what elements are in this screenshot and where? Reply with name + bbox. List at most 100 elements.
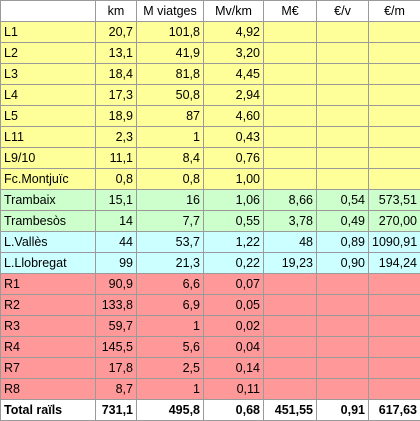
km-cell[interactable]: 8,7 [96,379,137,400]
m-euro-cell[interactable]: 8,66 [264,190,317,211]
m-viatges-cell[interactable]: 87 [137,106,204,127]
km-cell[interactable]: 11,1 [96,148,137,169]
label-cell[interactable]: R2 [1,295,96,316]
m-viatges-cell[interactable]: 101,8 [137,22,204,43]
m-euro-cell[interactable] [264,106,317,127]
mv-km-cell[interactable]: 0,05 [204,295,264,316]
euro-per-m-cell[interactable]: 270,00 [369,211,420,232]
m-euro-cell[interactable] [264,358,317,379]
label-cell[interactable]: Trambesòs [1,211,96,232]
mv-km-cell[interactable]: 0,14 [204,358,264,379]
m-euro-cell[interactable] [264,337,317,358]
label-cell[interactable]: L4 [1,85,96,106]
euro-per-v-cell[interactable] [317,316,369,337]
euro-per-v-cell[interactable] [317,64,369,85]
m-viatges-cell[interactable]: 8,4 [137,148,204,169]
mv-km-cell[interactable]: 0,22 [204,253,264,274]
euro-per-v-cell[interactable] [317,43,369,64]
label-cell[interactable]: L3 [1,64,96,85]
label-cell[interactable]: R3 [1,316,96,337]
euro-per-v-cell[interactable]: 0,89 [317,232,369,253]
m-viatges-cell[interactable]: 50,8 [137,85,204,106]
euro-per-v-cell[interactable] [317,106,369,127]
euro-per-m-cell[interactable] [369,148,420,169]
km-cell[interactable]: 90,9 [96,274,137,295]
header-cell-km[interactable]: km [96,1,137,22]
m-viatges-cell[interactable]: 16 [137,190,204,211]
euro-per-m-cell[interactable] [369,43,420,64]
label-cell[interactable]: L9/10 [1,148,96,169]
label-cell[interactable]: R4 [1,337,96,358]
m-viatges-cell[interactable]: 41,9 [137,43,204,64]
km-cell[interactable]: 18,4 [96,64,137,85]
label-cell[interactable]: L.Llobregat [1,253,96,274]
mv-km-cell[interactable]: 4,92 [204,22,264,43]
label-cell[interactable]: Fc.Montjuïc [1,169,96,190]
euro-per-m-cell[interactable] [369,169,420,190]
euro-per-v-cell[interactable] [317,22,369,43]
km-cell[interactable]: 17,8 [96,358,137,379]
m-viatges-cell[interactable]: 6,9 [137,295,204,316]
km-cell[interactable]: 133,8 [96,295,137,316]
m-euro-cell[interactable] [264,295,317,316]
euro-per-m-cell[interactable] [369,127,420,148]
euro-per-v-cell[interactable] [317,148,369,169]
total-label-cell[interactable]: Total raïls [1,400,96,421]
m-viatges-cell[interactable]: 6,6 [137,274,204,295]
km-cell[interactable]: 59,7 [96,316,137,337]
euro-per-m-cell[interactable] [369,316,420,337]
label-cell[interactable]: R7 [1,358,96,379]
km-cell[interactable]: 2,3 [96,127,137,148]
m-viatges-cell[interactable]: 1 [137,316,204,337]
mv-km-cell[interactable]: 0,04 [204,337,264,358]
label-cell[interactable]: L2 [1,43,96,64]
euro-per-m-cell[interactable]: 573,51 [369,190,420,211]
mv-km-cell[interactable]: 1,22 [204,232,264,253]
km-cell[interactable]: 14 [96,211,137,232]
total-mv-km-cell[interactable]: 0,68 [204,400,264,421]
mv-km-cell[interactable]: 2,94 [204,85,264,106]
km-cell[interactable]: 145,5 [96,337,137,358]
m-euro-cell[interactable] [264,43,317,64]
m-euro-cell[interactable]: 19,23 [264,253,317,274]
m-euro-cell[interactable] [264,22,317,43]
km-cell[interactable]: 0,8 [96,169,137,190]
label-cell[interactable]: L5 [1,106,96,127]
header-cell-m-euro[interactable]: M€ [264,1,317,22]
label-cell[interactable]: L.Vallès [1,232,96,253]
total-euro-per-v-cell[interactable]: 0,91 [317,400,369,421]
euro-per-v-cell[interactable] [317,337,369,358]
mv-km-cell[interactable]: 0,11 [204,379,264,400]
mv-km-cell[interactable]: 0,02 [204,316,264,337]
km-cell[interactable]: 44 [96,232,137,253]
label-cell[interactable]: L1 [1,22,96,43]
mv-km-cell[interactable]: 3,20 [204,43,264,64]
euro-per-m-cell[interactable] [369,64,420,85]
label-cell[interactable]: Trambaix [1,190,96,211]
mv-km-cell[interactable]: 0,43 [204,127,264,148]
euro-per-v-cell[interactable] [317,169,369,190]
euro-per-m-cell[interactable]: 1090,91 [369,232,420,253]
euro-per-m-cell[interactable] [369,85,420,106]
km-cell[interactable]: 15,1 [96,190,137,211]
header-cell-m-viatges[interactable]: M viatges [137,1,204,22]
m-euro-cell[interactable]: 3,78 [264,211,317,232]
mv-km-cell[interactable]: 4,45 [204,64,264,85]
euro-per-v-cell[interactable] [317,379,369,400]
euro-per-v-cell[interactable] [317,127,369,148]
header-cell-euro-per-m[interactable]: €/m [369,1,420,22]
euro-per-m-cell[interactable] [369,358,420,379]
km-cell[interactable]: 99 [96,253,137,274]
mv-km-cell[interactable]: 0,55 [204,211,264,232]
euro-per-m-cell[interactable] [369,274,420,295]
euro-per-m-cell[interactable] [369,295,420,316]
km-cell[interactable]: 20,7 [96,22,137,43]
km-cell[interactable]: 17,3 [96,85,137,106]
header-cell-mv-km[interactable]: Mv/km [204,1,264,22]
euro-per-v-cell[interactable]: 0,90 [317,253,369,274]
mv-km-cell[interactable]: 4,60 [204,106,264,127]
m-viatges-cell[interactable]: 1 [137,379,204,400]
m-euro-cell[interactable] [264,379,317,400]
euro-per-m-cell[interactable] [369,106,420,127]
m-viatges-cell[interactable]: 21,3 [137,253,204,274]
